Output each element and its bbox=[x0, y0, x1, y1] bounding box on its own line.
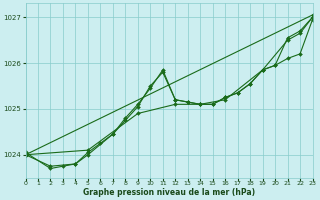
X-axis label: Graphe pression niveau de la mer (hPa): Graphe pression niveau de la mer (hPa) bbox=[83, 188, 255, 197]
